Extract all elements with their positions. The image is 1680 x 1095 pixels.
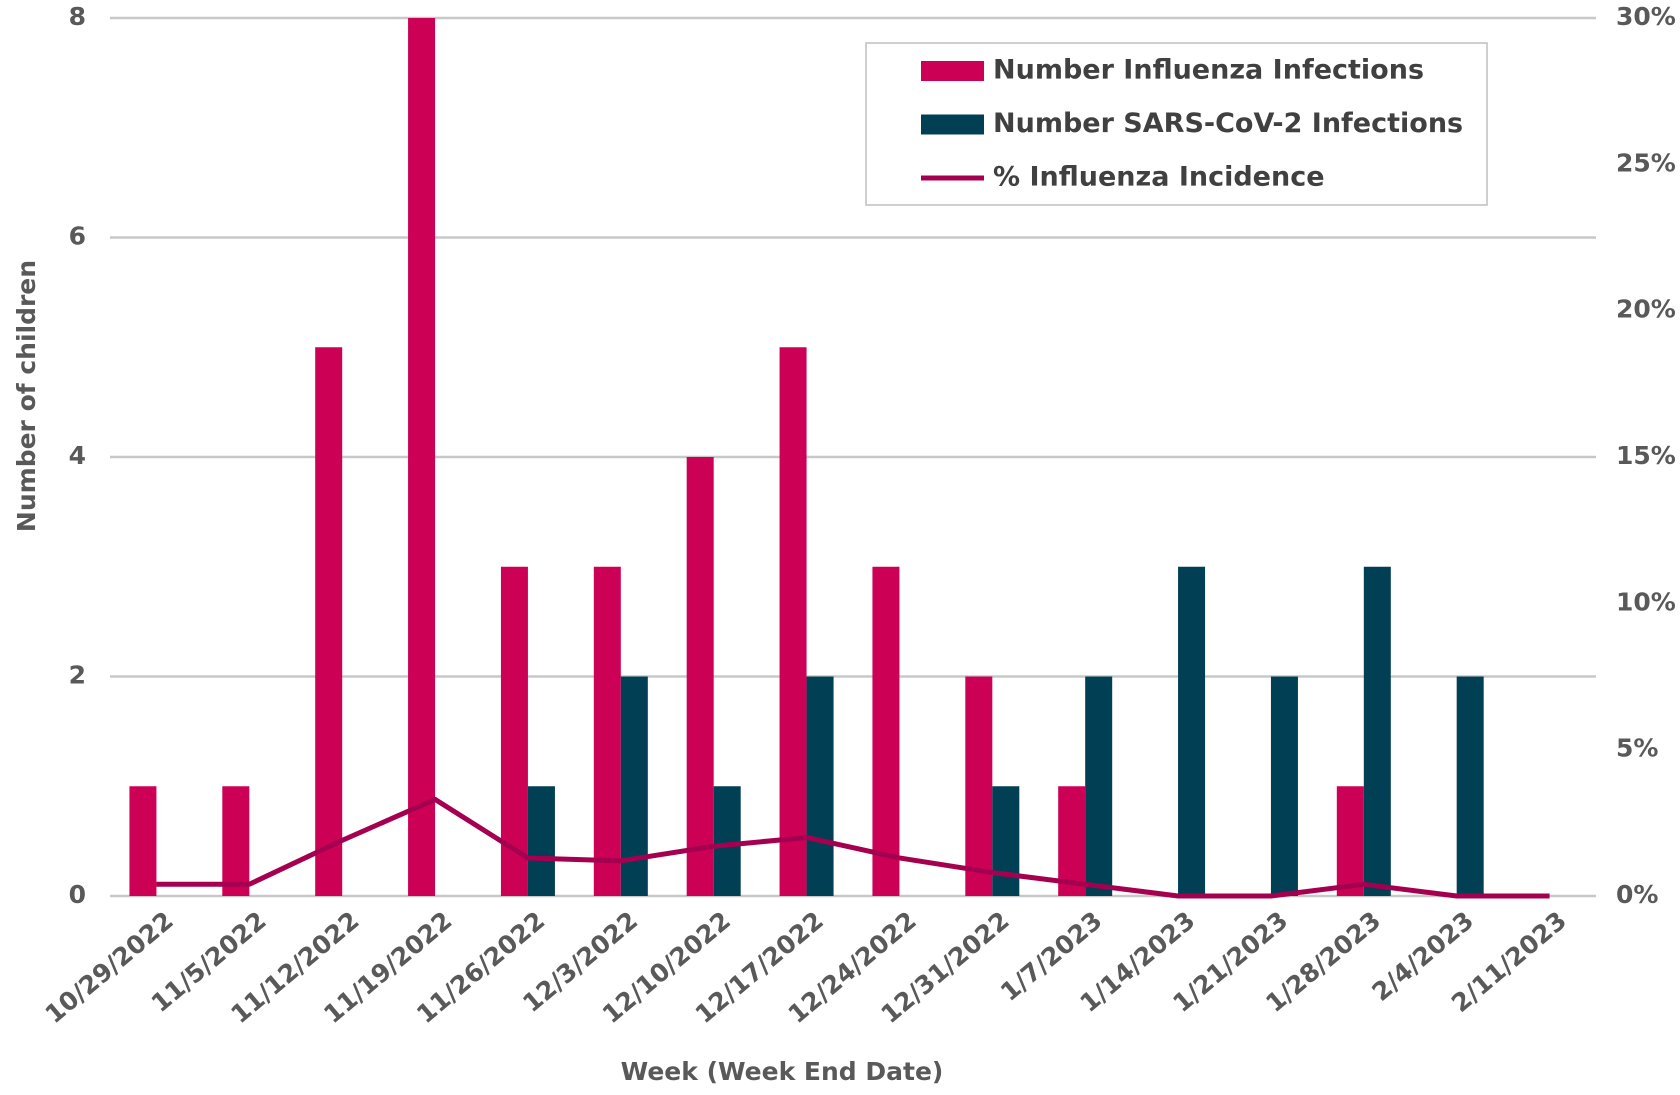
bar [1456, 676, 1484, 896]
y-tick-label: 6 [69, 222, 86, 251]
x-axis-label: Week (Week End Date) [621, 1057, 944, 1086]
y2-tick-label: 30% [1616, 2, 1676, 31]
bar [806, 676, 834, 896]
y-tick-label: 2 [69, 661, 86, 690]
bar [965, 676, 993, 896]
bar [686, 457, 714, 896]
bar [1085, 676, 1113, 896]
legend-swatch [921, 61, 984, 81]
bar [222, 786, 250, 896]
bar [129, 786, 157, 896]
bar [527, 786, 555, 896]
bar [1058, 786, 1086, 896]
bar [1363, 566, 1391, 896]
legend-label: Number SARS-CoV-2 Infections [993, 108, 1463, 139]
y2-tick-label: 0% [1616, 880, 1658, 909]
y-tick-label: 8 [69, 2, 86, 31]
bar [593, 566, 621, 896]
bar [713, 786, 741, 896]
bar [872, 566, 900, 896]
bar [779, 347, 807, 896]
legend-swatch [921, 114, 984, 135]
y2-tick-label: 15% [1616, 441, 1676, 470]
bar [1178, 566, 1206, 896]
bar [1270, 676, 1298, 896]
y-axis-label: Number of children [12, 260, 41, 532]
y2-tick-label: 5% [1616, 734, 1658, 763]
bar [408, 18, 436, 896]
y-tick-label: 0 [69, 880, 86, 909]
bar [620, 676, 648, 896]
y2-tick-label: 10% [1616, 587, 1676, 616]
y2-tick-label: 20% [1616, 295, 1676, 324]
bar [992, 786, 1020, 896]
line [156, 796, 1550, 899]
y2-tick-label: 25% [1616, 148, 1676, 177]
legend-label: Number Influenza Infections [993, 55, 1424, 86]
legend-label: % Influenza Incidence [993, 162, 1325, 193]
bar [1336, 786, 1364, 896]
y-tick-label: 4 [69, 441, 86, 470]
bar [315, 347, 343, 896]
